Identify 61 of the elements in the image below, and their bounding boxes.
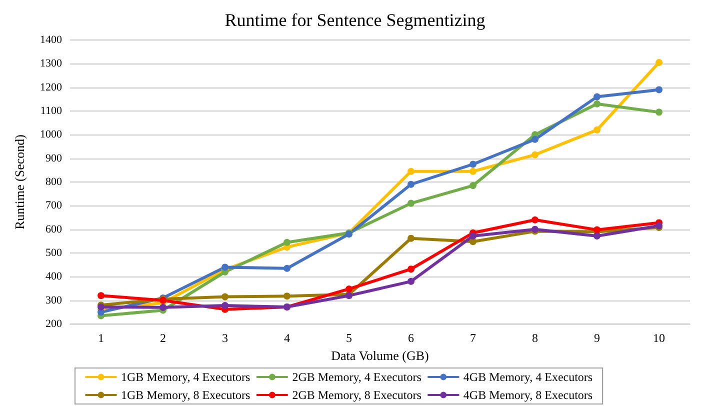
legend-label: 2GB Memory, 8 Executors	[292, 388, 422, 402]
point	[594, 100, 600, 108]
y-tick-label: 500	[46, 247, 62, 259]
point	[656, 86, 662, 94]
point	[408, 180, 414, 188]
x-tick-label: 8	[532, 331, 538, 345]
x-axis-title: Data Volume (GB)	[331, 348, 429, 363]
point	[408, 200, 414, 207]
point	[408, 168, 414, 175]
x-tick-label: 3	[222, 331, 228, 345]
y-tick-label: 200	[46, 318, 62, 330]
point	[532, 151, 538, 158]
chart-title: Runtime for Sentence Segmentizing	[224, 10, 486, 30]
point	[408, 278, 414, 285]
y-tick-label: 300	[46, 294, 62, 306]
x-tick-label: 5	[346, 331, 352, 345]
legend-label: 4GB Memory, 8 Executors	[463, 388, 593, 402]
point	[98, 292, 104, 300]
x-tick-label: 2	[160, 331, 166, 345]
point	[408, 266, 414, 273]
y-tick-label: 700	[46, 200, 62, 212]
point	[656, 58, 662, 66]
point	[594, 93, 600, 100]
y-axis-title: Runtime (Second)	[12, 134, 27, 230]
point	[532, 216, 538, 224]
legend-label: 1GB Memory, 8 Executors	[121, 388, 251, 402]
y-tick-label: 600	[46, 223, 62, 236]
point	[160, 304, 166, 311]
x-tick-label: 9	[594, 331, 600, 345]
y-tick-label: 1000	[40, 128, 62, 141]
legend-label: 4GB Memory, 4 Executors	[463, 370, 593, 384]
point	[284, 292, 290, 300]
legend-label: 2GB Memory, 4 Executors	[292, 370, 422, 384]
point	[470, 168, 476, 175]
y-tick-label: 1400	[40, 34, 62, 46]
y-tick-label: 900	[46, 152, 62, 164]
point	[222, 302, 228, 310]
y-tick-label: 1100	[40, 105, 62, 117]
point	[532, 136, 538, 143]
point	[470, 232, 476, 240]
y-tick-label: 400	[46, 270, 62, 283]
y-tick-label: 800	[46, 176, 62, 188]
x-tick-label: 1	[98, 331, 104, 345]
point	[408, 234, 414, 242]
point	[594, 126, 600, 134]
legend-label: 1GB Memory, 4 Executors	[121, 370, 251, 384]
point	[284, 264, 290, 272]
x-tick-label: 6	[408, 331, 414, 345]
x-tick-label: 10	[653, 331, 665, 345]
point	[222, 264, 228, 271]
y-tick-label: 1300	[40, 58, 62, 70]
x-tick-label: 4	[284, 331, 290, 345]
y-tick-label: 1200	[40, 81, 62, 94]
point	[470, 160, 476, 168]
point	[284, 238, 290, 246]
point	[656, 108, 662, 116]
point	[346, 285, 352, 292]
point	[594, 232, 600, 240]
point	[470, 182, 476, 190]
point	[222, 293, 228, 300]
x-tick-label: 7	[470, 331, 476, 345]
